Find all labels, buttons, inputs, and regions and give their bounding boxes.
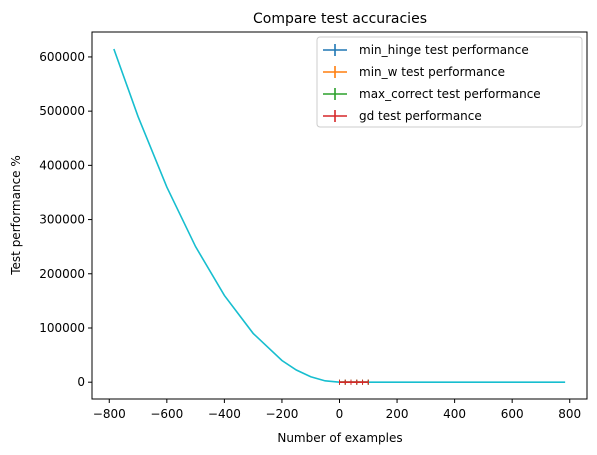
y-axis-label: Test performance %: [9, 155, 23, 276]
legend-entry: max_correct test performance: [323, 87, 541, 101]
x-tick-label: 800: [558, 407, 581, 421]
x-tick-label: −600: [150, 407, 183, 421]
x-axis: −800 −600 −400 −200 0 200 400 600 800: [93, 399, 581, 421]
y-axis: 0 100000 200000 300000 400000 500000 600000: [39, 50, 92, 389]
x-axis-label: Number of examples: [277, 431, 402, 445]
y-tick-label: 200000: [39, 267, 85, 281]
x-tick-label: 600: [501, 407, 524, 421]
legend-entry: gd test performance: [323, 109, 482, 123]
chart-title: Compare test accuracies: [253, 11, 427, 27]
x-tick-label: 200: [386, 407, 409, 421]
x-tick-label: −200: [265, 407, 298, 421]
y-tick-label: 100000: [39, 321, 85, 335]
plot-frame: [91, 31, 588, 400]
y-tick-label: 300000: [39, 213, 85, 227]
legend-label: min_hinge test performance: [359, 43, 529, 57]
legend: min_hinge test performance min_w test per…: [316, 36, 583, 128]
x-tick-label: −800: [93, 407, 126, 421]
series-layer: [113, 48, 566, 385]
y-tick-label: 500000: [39, 104, 85, 118]
y-tick-label: 400000: [39, 158, 85, 172]
legend-label: gd test performance: [359, 109, 482, 123]
y-tick-label: 600000: [39, 50, 85, 64]
legend-box: [316, 36, 583, 128]
curve-line: [113, 48, 566, 383]
x-tick-label: 400: [443, 407, 466, 421]
legend-label: max_correct test performance: [359, 87, 541, 101]
legend-entry: min_w test performance: [323, 65, 505, 79]
legend-entry: min_hinge test performance: [323, 43, 529, 57]
legend-label: min_w test performance: [359, 65, 505, 79]
y-tick-label: 0: [77, 375, 85, 389]
x-tick-label: 0: [336, 407, 344, 421]
x-tick-label: −400: [208, 407, 241, 421]
